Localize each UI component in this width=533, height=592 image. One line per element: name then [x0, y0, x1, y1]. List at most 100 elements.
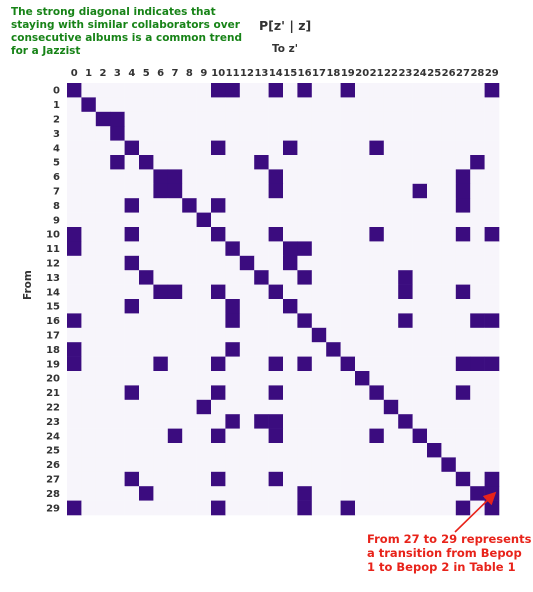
heatmap-cell	[153, 284, 169, 300]
heatmap-cell	[110, 284, 125, 300]
heatmap-cell	[484, 457, 500, 473]
heatmap-cell	[153, 342, 169, 357]
heatmap-cell	[470, 356, 485, 372]
heatmap-cell	[254, 183, 269, 199]
heatmap-cell	[81, 486, 97, 501]
heatmap-cell	[124, 227, 140, 242]
heatmap-cell	[297, 486, 313, 501]
heatmap-cell	[211, 299, 226, 314]
heatmap-cell	[398, 212, 413, 228]
heatmap-cell	[225, 457, 241, 473]
heatmap-cell	[441, 356, 457, 372]
heatmap-cell	[95, 183, 111, 199]
heatmap-cell	[455, 83, 471, 98]
heatmap-cell	[441, 126, 457, 141]
heatmap-cell	[225, 371, 241, 386]
heatmap-cell	[441, 83, 457, 98]
heatmap-cell	[311, 486, 327, 501]
heatmap-cell	[95, 356, 111, 372]
heatmap-cell	[182, 471, 197, 487]
heatmap-cell	[484, 126, 500, 141]
heatmap-cell	[225, 198, 241, 213]
heatmap-cell	[196, 169, 212, 185]
heatmap-cell	[110, 212, 125, 228]
heatmap-cell	[427, 342, 442, 357]
heatmap-cell	[484, 299, 500, 314]
heatmap-cell	[455, 327, 471, 343]
heatmap-cell	[297, 111, 313, 127]
y-tick-label: 25	[46, 446, 60, 457]
heatmap-cell	[139, 299, 154, 314]
heatmap-cell	[124, 414, 140, 429]
heatmap-cell	[225, 299, 241, 314]
heatmap-cell	[211, 183, 226, 199]
heatmap-cell	[167, 414, 183, 429]
heatmap-cell	[484, 97, 500, 113]
heatmap-cell	[326, 299, 341, 314]
heatmap-cell	[139, 428, 154, 444]
heatmap-cell	[311, 327, 327, 343]
heatmap-cell	[67, 169, 82, 185]
y-tick-label: 7	[53, 187, 60, 198]
heatmap-cell	[95, 212, 111, 228]
heatmap-cell	[441, 500, 457, 516]
heatmap-cell	[124, 198, 140, 213]
heatmap-cell	[95, 111, 111, 127]
heatmap-cell	[167, 457, 183, 473]
heatmap-cell	[297, 457, 313, 473]
y-tick-label: 11	[46, 244, 60, 255]
x-tick-label: 10	[211, 68, 225, 79]
heatmap-cell	[211, 428, 226, 444]
heatmap-cell	[412, 169, 428, 185]
heatmap-cell	[211, 457, 226, 473]
heatmap-cell	[398, 313, 413, 329]
heatmap-cell	[139, 486, 154, 501]
heatmap-cell	[95, 500, 111, 516]
heatmap-cell	[139, 255, 154, 271]
heatmap-cell	[182, 428, 197, 444]
heatmap-cell	[455, 212, 471, 228]
heatmap-cell	[383, 140, 399, 156]
heatmap-cell	[196, 155, 212, 170]
heatmap-cell	[311, 97, 327, 113]
heatmap-cell	[67, 126, 82, 141]
heatmap-cell	[326, 212, 341, 228]
heatmap-cell	[297, 198, 313, 213]
heatmap-cell	[470, 327, 485, 343]
heatmap-cell	[110, 486, 125, 501]
heatmap-cell	[311, 169, 327, 185]
heatmap-cell	[211, 500, 226, 516]
heatmap-cell	[470, 83, 485, 98]
heatmap-cell	[153, 486, 169, 501]
heatmap-cell	[139, 342, 154, 357]
heatmap-cell	[110, 371, 125, 386]
heatmap-cell	[153, 111, 169, 127]
heatmap-cell	[67, 414, 82, 429]
heatmap-cell	[196, 140, 212, 156]
heatmap-cell	[470, 299, 485, 314]
heatmap-cell	[225, 471, 241, 487]
y-tick-label: 14	[46, 287, 60, 298]
heatmap-cell	[139, 83, 154, 98]
heatmap-cell	[340, 97, 356, 113]
heatmap-cell	[311, 284, 327, 300]
heatmap-cell	[211, 126, 226, 141]
heatmap-cell	[369, 414, 385, 429]
y-tick-label: 19	[46, 359, 60, 370]
heatmap-cell	[283, 140, 298, 156]
heatmap-cell	[254, 457, 269, 473]
heatmap-cell	[196, 428, 212, 444]
heatmap-cell	[196, 371, 212, 386]
heatmap-cell	[427, 140, 442, 156]
heatmap-cell	[398, 471, 413, 487]
heatmap-cell	[196, 356, 212, 372]
heatmap-cell	[340, 428, 356, 444]
heatmap-cell	[254, 414, 269, 429]
heatmap-cell	[239, 255, 255, 271]
heatmap-cell	[412, 284, 428, 300]
heatmap-cell	[340, 83, 356, 98]
heatmap-cell	[139, 97, 154, 113]
heatmap-cell	[484, 241, 500, 257]
heatmap-cell	[340, 270, 356, 285]
heatmap-cell	[239, 126, 255, 141]
